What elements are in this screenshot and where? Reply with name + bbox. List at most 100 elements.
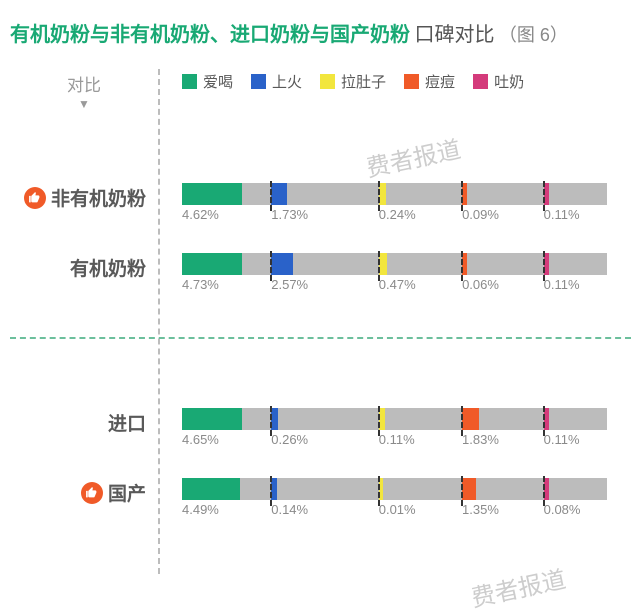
segment-divider bbox=[543, 251, 545, 281]
chart-title: 有机奶粉与非有机奶粉、进口奶粉与国产奶粉 口碑对比 （图 6） bbox=[10, 18, 631, 47]
bar-track: 4.49%0.14%0.01%1.35%0.08% bbox=[182, 478, 607, 500]
label-header: 对比 ▼ bbox=[10, 69, 158, 111]
row-label: 国产 bbox=[81, 479, 146, 506]
bar-segment: 4.49% bbox=[182, 478, 240, 500]
bar-segment bbox=[240, 478, 271, 500]
bar-segment bbox=[549, 183, 607, 205]
segment-divider bbox=[270, 476, 272, 506]
bar-track: 4.65%0.26%0.11%1.83%0.11% bbox=[182, 408, 607, 430]
bar-segment: 1.73% bbox=[271, 183, 287, 205]
segment-divider bbox=[270, 406, 272, 436]
segment-value-label: 1.73% bbox=[271, 207, 308, 222]
row-label-text: 非有机奶粉 bbox=[51, 184, 146, 211]
watermark-text: 费者报道 bbox=[467, 559, 568, 613]
segment-divider bbox=[543, 476, 545, 506]
bar-segment bbox=[476, 478, 543, 500]
thumb-badge bbox=[81, 482, 103, 504]
bar-segment bbox=[278, 408, 379, 430]
bar-segment bbox=[242, 183, 272, 205]
segment-value-label: 0.11% bbox=[544, 432, 580, 447]
label-column: 对比 ▼ 非有机奶粉有机奶粉进口国产 bbox=[10, 69, 160, 574]
group-divider bbox=[10, 337, 631, 339]
bar-segment bbox=[242, 253, 272, 275]
bar-segment bbox=[293, 253, 379, 275]
bar-row: 4.73%2.57%0.47%0.06%0.11% bbox=[182, 253, 607, 275]
legend-swatch bbox=[404, 74, 419, 89]
title-sub: 口碑对比 bbox=[414, 24, 494, 46]
segment-value-label: 0.11% bbox=[544, 207, 580, 222]
triangle-down-icon: ▼ bbox=[10, 97, 158, 111]
bar-segment: 2.57% bbox=[271, 253, 292, 275]
bar-segment bbox=[287, 183, 378, 205]
legend-label: 痘痘 bbox=[425, 71, 455, 92]
bar-segment: 1.35% bbox=[462, 478, 476, 500]
bar-segment bbox=[385, 408, 462, 430]
bar-segment bbox=[549, 253, 607, 275]
segment-divider bbox=[543, 406, 545, 436]
segment-divider bbox=[270, 251, 272, 281]
legend-label: 拉肚子 bbox=[341, 71, 386, 92]
bar-segment: 0.26% bbox=[271, 408, 278, 430]
legend-swatch bbox=[182, 74, 197, 89]
title-main: 有机奶粉与非有机奶粉、进口奶粉与国产奶粉 bbox=[10, 24, 410, 46]
legend-item: 拉肚子 bbox=[320, 71, 386, 92]
segment-value-label: 0.06% bbox=[462, 277, 499, 292]
segment-divider bbox=[461, 251, 463, 281]
label-header-text: 对比 bbox=[67, 76, 101, 95]
bar-segment bbox=[549, 478, 607, 500]
legend-swatch bbox=[473, 74, 488, 89]
segment-value-label: 4.49% bbox=[182, 502, 219, 517]
legend-swatch bbox=[251, 74, 266, 89]
segment-value-label: 0.11% bbox=[379, 432, 415, 447]
watermark-text: 费者报道 bbox=[362, 129, 463, 183]
segment-value-label: 0.24% bbox=[379, 207, 416, 222]
row-label-text: 进口 bbox=[108, 409, 146, 436]
row-label-text: 国产 bbox=[108, 479, 146, 506]
segment-value-label: 2.57% bbox=[271, 277, 308, 292]
legend-item: 痘痘 bbox=[404, 71, 455, 92]
bar-segment: 4.65% bbox=[182, 408, 242, 430]
segment-value-label: 0.47% bbox=[379, 277, 416, 292]
segment-value-label: 0.09% bbox=[462, 207, 499, 222]
bar-segment bbox=[383, 478, 462, 500]
segment-divider bbox=[461, 406, 463, 436]
segment-value-label: 0.11% bbox=[544, 277, 580, 292]
legend-label: 上火 bbox=[272, 71, 302, 92]
bar-segment bbox=[479, 408, 544, 430]
bar-segment bbox=[386, 183, 463, 205]
row-label-text: 有机奶粉 bbox=[70, 254, 146, 281]
row-label: 非有机奶粉 bbox=[24, 184, 146, 211]
segment-value-label: 0.26% bbox=[271, 432, 308, 447]
title-note: （图 6） bbox=[499, 25, 568, 45]
bar-segment: 1.83% bbox=[462, 408, 479, 430]
bar-segment bbox=[467, 253, 544, 275]
segment-value-label: 0.01% bbox=[379, 502, 416, 517]
legend-item: 爱喝 bbox=[182, 71, 233, 92]
bar-segment bbox=[549, 408, 607, 430]
legend-item: 上火 bbox=[251, 71, 302, 92]
bar-segment bbox=[277, 478, 379, 500]
bar-track: 4.62%1.73%0.24%0.09%0.11% bbox=[182, 183, 607, 205]
legend: 爱喝 上火 拉肚子 痘痘吐奶 bbox=[160, 69, 631, 92]
segment-divider bbox=[378, 476, 380, 506]
row-label: 有机奶粉 bbox=[70, 254, 146, 281]
thumb-up-icon bbox=[85, 486, 98, 499]
segment-value-label: 4.62% bbox=[182, 207, 219, 222]
legend-label: 爱喝 bbox=[203, 71, 233, 92]
bar-row: 4.65%0.26%0.11%1.83%0.11% bbox=[182, 408, 607, 430]
segment-divider bbox=[461, 476, 463, 506]
thumb-up-icon bbox=[28, 191, 41, 204]
bar-segment bbox=[387, 253, 462, 275]
segment-divider bbox=[543, 181, 545, 211]
bar-segment: 0.47% bbox=[379, 253, 388, 275]
legend-item: 吐奶 bbox=[473, 71, 524, 92]
segment-divider bbox=[461, 181, 463, 211]
thumb-badge bbox=[24, 187, 46, 209]
segment-value-label: 0.14% bbox=[271, 502, 308, 517]
bar-segment: 0.24% bbox=[379, 183, 386, 205]
bar-segment bbox=[467, 183, 544, 205]
bar-row: 4.49%0.14%0.01%1.35%0.08% bbox=[182, 478, 607, 500]
segment-divider bbox=[270, 181, 272, 211]
bar-segment: 4.62% bbox=[182, 183, 242, 205]
segment-divider bbox=[378, 251, 380, 281]
